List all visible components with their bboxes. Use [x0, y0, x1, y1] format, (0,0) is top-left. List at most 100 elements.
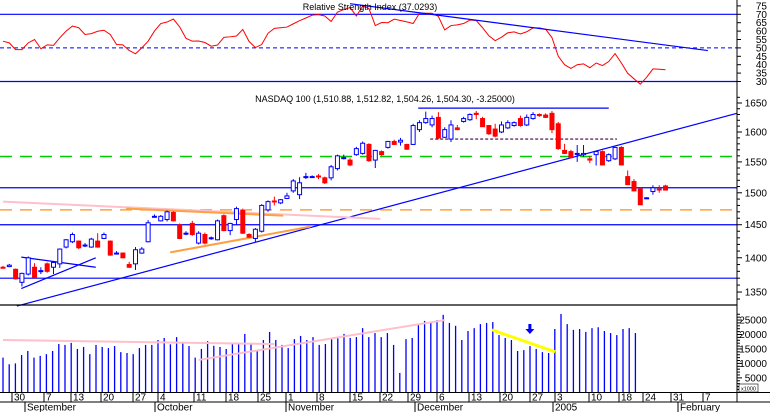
rsi-tick-label: 60 — [756, 27, 768, 38]
candle-body — [170, 211, 176, 222]
rsi-tick-label: 75 — [756, 1, 768, 12]
price-tick-label: 1500 — [745, 188, 768, 199]
candle-body — [366, 143, 372, 162]
candle — [543, 113, 549, 118]
candle-body — [303, 176, 309, 179]
candle — [511, 121, 517, 127]
date-label: 7 — [46, 393, 52, 404]
candle — [0, 265, 6, 269]
candle — [555, 122, 561, 150]
candle — [454, 124, 460, 131]
candle-body — [606, 154, 612, 162]
candle-body — [25, 257, 31, 275]
date-label: 4 — [160, 393, 166, 404]
price-trendline — [16, 112, 738, 307]
candle-body — [379, 151, 385, 156]
candle-body — [536, 113, 542, 117]
volume-trendline — [2, 338, 275, 346]
candle — [76, 240, 82, 250]
candle-body — [271, 200, 277, 203]
candle — [524, 114, 530, 127]
volume-unit-box — [738, 383, 759, 393]
date-label: 20 — [502, 393, 514, 404]
price-tick-label: 1550 — [745, 157, 768, 168]
candle — [631, 179, 637, 192]
candle-body — [133, 249, 139, 265]
candle — [133, 247, 139, 270]
candle-body — [581, 152, 587, 156]
candle — [593, 151, 599, 166]
candle — [69, 232, 75, 244]
price-tick-label: 1600 — [745, 127, 768, 138]
candle — [625, 170, 631, 186]
candle-body — [511, 122, 517, 127]
rsi-tick-label: 55 — [756, 35, 768, 46]
candle-body — [574, 152, 580, 155]
candle — [587, 155, 593, 164]
candle — [663, 184, 669, 191]
candle — [606, 153, 612, 162]
volume-trendline — [491, 328, 556, 354]
candle-body — [650, 187, 656, 193]
candle-body — [543, 114, 549, 118]
candle-body — [126, 264, 132, 268]
candle — [341, 154, 347, 160]
candle-body — [442, 129, 448, 138]
date-label: 31 — [673, 393, 685, 404]
candle-body — [423, 118, 429, 124]
candle — [240, 208, 246, 234]
candle — [139, 247, 145, 254]
candle-body — [347, 159, 353, 166]
candle — [530, 112, 536, 120]
candle — [404, 143, 410, 150]
candle-body — [145, 222, 151, 243]
candle — [637, 187, 643, 206]
candle-body — [467, 113, 473, 121]
volume-tick-label: 5000 — [745, 373, 768, 384]
candle — [517, 115, 523, 127]
volume-tick-label: 25000 — [739, 316, 767, 327]
date-label: 18 — [621, 393, 633, 404]
candle-body — [454, 127, 460, 131]
date-label: 1 — [288, 393, 294, 404]
candle-body — [290, 180, 296, 192]
rsi-trendline — [349, 3, 708, 52]
price-tick-label: 1450 — [745, 220, 768, 231]
candle — [618, 146, 624, 166]
candle — [448, 120, 454, 143]
candle-body — [461, 118, 467, 122]
date-label: 13 — [471, 393, 483, 404]
candle — [353, 146, 359, 156]
candle — [322, 176, 328, 185]
candle — [278, 199, 284, 205]
candle-body — [38, 270, 44, 273]
down-arrow-icon — [525, 324, 535, 335]
candle-body — [328, 166, 334, 179]
candle — [562, 143, 568, 155]
date-label: 20 — [103, 393, 115, 404]
candle-body — [316, 175, 321, 178]
candle-body — [57, 248, 63, 265]
candle — [145, 220, 151, 243]
candle — [246, 233, 252, 238]
date-label: 25 — [260, 393, 272, 404]
candle — [50, 261, 56, 275]
month-label: February — [680, 403, 720, 412]
date-label: 7 — [705, 393, 711, 404]
candle-body — [196, 232, 202, 244]
candle-body — [120, 252, 126, 259]
rsi-tick-label: 40 — [756, 60, 768, 71]
candle — [208, 236, 214, 240]
month-label: December — [417, 403, 464, 412]
candle-body — [240, 210, 246, 234]
candle-body — [69, 234, 75, 243]
candle-body — [32, 266, 38, 278]
price-title: NASDAQ 100 (1,510.88, 1,512.82, 1,504.26… — [255, 94, 515, 104]
candle-body — [492, 128, 498, 137]
candle-body — [278, 199, 284, 204]
candle-body — [473, 112, 479, 115]
candle-body — [637, 188, 643, 206]
candle — [25, 256, 31, 276]
candle-body — [631, 181, 637, 192]
candle-body — [259, 204, 265, 232]
